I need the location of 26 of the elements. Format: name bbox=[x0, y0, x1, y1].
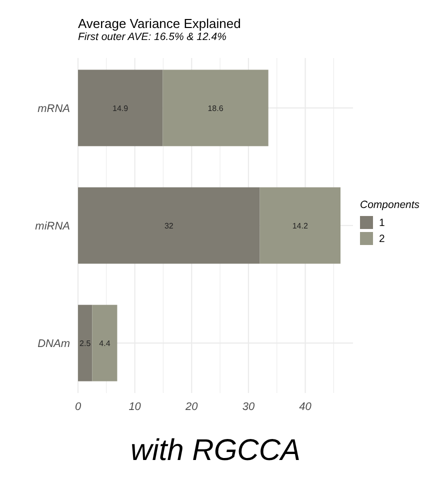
y-tick-label: DNAm bbox=[38, 338, 70, 350]
legend-label: 2 bbox=[379, 233, 385, 246]
data-label: 14.2 bbox=[292, 221, 308, 230]
chart-subtitle: First outer AVE: 16.5% & 12.4% bbox=[78, 31, 226, 43]
bar bbox=[162, 70, 268, 146]
bar bbox=[92, 304, 118, 382]
x-tick-label: 20 bbox=[184, 401, 199, 413]
x-tick-label: 30 bbox=[242, 401, 256, 413]
bar bbox=[78, 70, 163, 146]
y-tick-label: miRNA bbox=[35, 220, 70, 232]
data-label: 2.5 bbox=[80, 338, 92, 348]
text: with RGCCA bbox=[130, 434, 301, 467]
x-tick-label: 10 bbox=[128, 401, 142, 413]
data-label: 18.6 bbox=[208, 104, 224, 113]
x-tick-label: 40 bbox=[299, 401, 312, 413]
legend-label: 1 bbox=[379, 217, 385, 230]
data-label: 14.9 bbox=[112, 104, 129, 113]
bar bbox=[78, 187, 260, 264]
chart-title: Average Variance Explained bbox=[78, 16, 241, 31]
bar bbox=[260, 187, 340, 264]
y-tick-label: mRNA bbox=[38, 102, 70, 115]
x-tick-label: 0 bbox=[74, 401, 82, 413]
data-label: 32 bbox=[164, 221, 174, 230]
data-label: 4.4 bbox=[99, 338, 111, 348]
legend-title: Components bbox=[360, 199, 420, 211]
bar bbox=[78, 304, 92, 382]
